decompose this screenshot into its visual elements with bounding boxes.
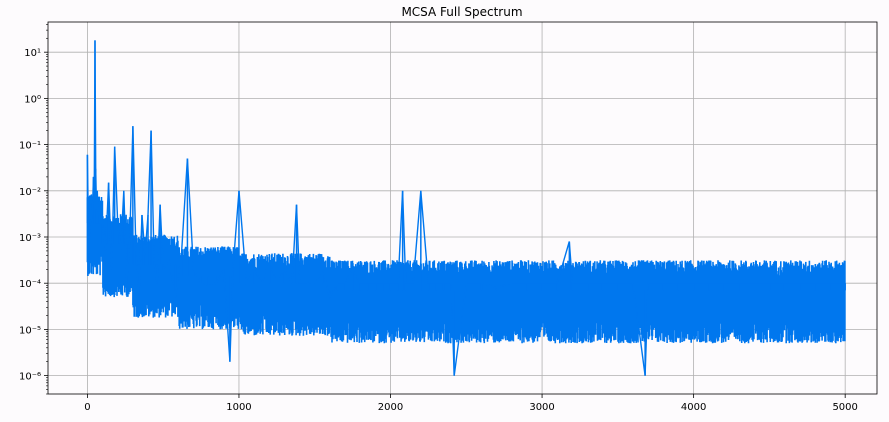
x-tick-label: 1000 (226, 402, 251, 413)
y-tick-label: 10⁻⁶ (19, 372, 41, 383)
y-tick-label: 10¹ (24, 48, 41, 59)
y-tick-label: 10⁻³ (19, 233, 41, 244)
x-tick-label: 2000 (378, 402, 403, 413)
x-tick-label: 4000 (681, 402, 706, 413)
y-tick-label: 10⁰ (24, 94, 41, 105)
x-tick-label: 0 (84, 402, 90, 413)
x-tick-label: 5000 (832, 402, 857, 413)
x-tick-label: 3000 (529, 402, 554, 413)
spectrum-line (86, 40, 846, 376)
y-tick-label: 10⁻¹ (19, 141, 41, 152)
y-tick-label: 10⁻⁵ (19, 325, 41, 336)
x-axis-ticks: 0 1000 2000 3000 4000 5000 (84, 394, 858, 413)
noise-band (86, 193, 846, 344)
y-tick-label: 10⁻⁴ (19, 279, 41, 290)
y-tick-label: 10⁻² (19, 187, 41, 198)
y-axis-ticks: 10⁻⁶ 10⁻⁵ 10⁻⁴ 10⁻³ 10⁻² 10⁻¹ 10⁰ 10¹ (19, 24, 48, 395)
chart-title: MCSA Full Spectrum (401, 5, 522, 19)
plot-frame (47, 21, 878, 395)
